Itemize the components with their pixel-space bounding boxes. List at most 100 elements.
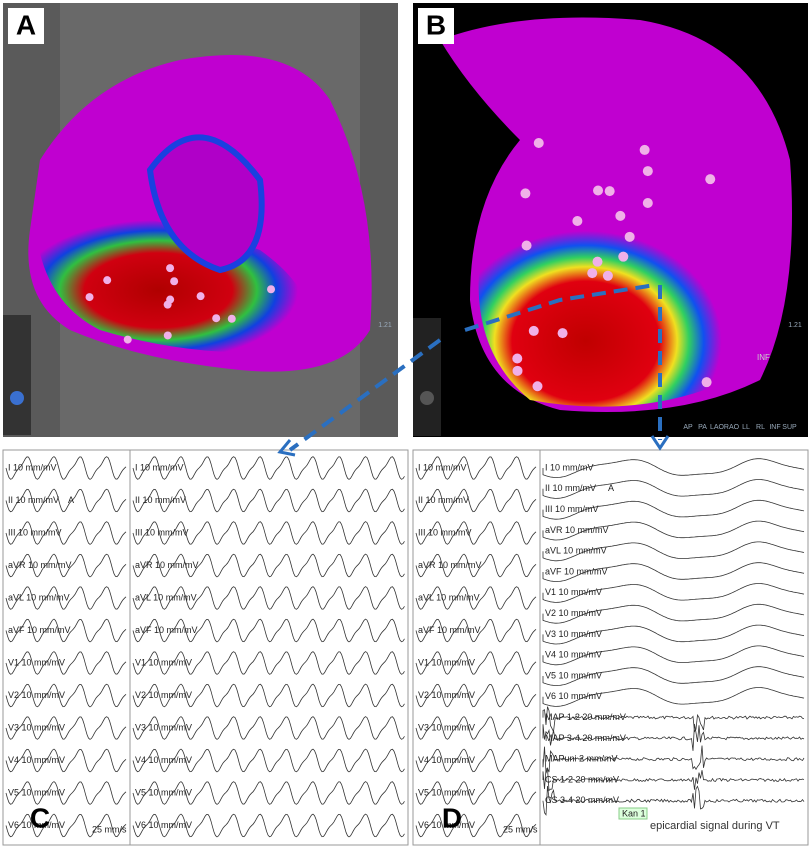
ecg-trace bbox=[542, 479, 805, 499]
view-button[interactable]: AP bbox=[683, 424, 693, 431]
label-box bbox=[8, 8, 44, 44]
view-button[interactable]: INF bbox=[769, 424, 780, 431]
map-point bbox=[166, 295, 175, 304]
map-point bbox=[85, 293, 94, 302]
lead-label: V5 10 mm/mV bbox=[8, 787, 65, 797]
ecg-trace bbox=[542, 706, 805, 734]
ecg-trace bbox=[415, 586, 537, 610]
ecg-trace bbox=[415, 456, 537, 480]
lead-label: V3 10 mm/mV bbox=[545, 629, 602, 639]
panel-a bbox=[3, 3, 398, 437]
map-point bbox=[642, 198, 653, 209]
panel-b bbox=[413, 3, 808, 437]
view-button[interactable]: RL bbox=[756, 424, 765, 431]
lead-label: I 10 mm/mV bbox=[545, 462, 594, 472]
marker: A bbox=[608, 483, 614, 493]
map-fold bbox=[146, 134, 265, 274]
map-point bbox=[624, 231, 635, 242]
ecg-trace bbox=[542, 541, 805, 562]
map-point bbox=[212, 314, 221, 323]
map-point bbox=[572, 216, 583, 227]
lead-label: V1 10 mm/mV bbox=[135, 657, 192, 667]
ecg-trace bbox=[415, 781, 537, 805]
lead-label: V5 10 mm/mV bbox=[418, 787, 475, 797]
view-button[interactable]: RAO bbox=[724, 424, 740, 431]
ecg-trace bbox=[542, 723, 805, 751]
ecg-trace bbox=[415, 553, 537, 578]
lead-label: aVL 10 mm/mV bbox=[418, 592, 480, 602]
ecg-trace bbox=[415, 488, 537, 513]
lead-label: CS 1-2 20 mm/mV bbox=[545, 774, 619, 784]
ecg-trace bbox=[542, 785, 805, 816]
ecg-trace bbox=[542, 624, 805, 645]
panel-d-frame bbox=[412, 449, 809, 846]
lead-label: V2 10 mm/mV bbox=[418, 690, 475, 700]
marker: A bbox=[68, 495, 74, 505]
ecg-trace bbox=[5, 618, 127, 643]
lead-label: III 10 mm/mV bbox=[545, 504, 599, 514]
ecg-trace bbox=[5, 748, 127, 773]
map-point bbox=[642, 166, 653, 177]
speed: 25 mm/s bbox=[503, 824, 538, 834]
arrow-head bbox=[650, 435, 670, 451]
map-point bbox=[521, 240, 532, 251]
view-button[interactable]: LAO bbox=[710, 424, 725, 431]
map-point bbox=[532, 381, 543, 392]
lead-label: aVR 10 mm/mV bbox=[545, 525, 609, 535]
ecg-trace bbox=[132, 813, 405, 838]
label-box bbox=[418, 8, 454, 44]
ecg-trace bbox=[415, 813, 537, 838]
play-button[interactable] bbox=[10, 391, 24, 405]
map-point bbox=[587, 268, 598, 279]
lead-label: aVR 10 mm/mV bbox=[8, 560, 72, 570]
map-point bbox=[557, 328, 568, 339]
panel-c-frame bbox=[2, 449, 409, 846]
ecg-trace bbox=[5, 488, 127, 513]
view-button[interactable]: SUP bbox=[782, 424, 797, 431]
ecg-trace bbox=[132, 651, 405, 675]
lead-label: aVF 10 mm/mV bbox=[545, 566, 608, 576]
ecg-trace bbox=[542, 687, 805, 707]
ecg-trace bbox=[415, 651, 537, 675]
map-point bbox=[163, 331, 172, 340]
ecg-trace bbox=[132, 553, 405, 578]
ecg-trace bbox=[415, 683, 537, 708]
map-point bbox=[604, 186, 615, 197]
lead-label: V3 10 mm/mV bbox=[8, 722, 65, 732]
lead-label: V4 10 mm/mV bbox=[545, 650, 602, 660]
ecg-trace bbox=[5, 781, 127, 805]
toolbar bbox=[413, 318, 441, 436]
lead-label: aVF 10 mm/mV bbox=[135, 625, 198, 635]
lead-label: III 10 mm/mV bbox=[135, 527, 189, 537]
map-point bbox=[701, 377, 712, 388]
map-point bbox=[123, 335, 132, 344]
lead-label: V6 10 mm/mV bbox=[8, 820, 65, 830]
lead-label: aVL 10 mm/mV bbox=[545, 546, 607, 556]
view-button[interactable]: LL bbox=[742, 424, 750, 431]
panel-label: A bbox=[16, 9, 36, 40]
play-button[interactable] bbox=[420, 391, 434, 405]
lead-label: V3 10 mm/mV bbox=[135, 722, 192, 732]
ecg-trace bbox=[5, 586, 127, 610]
dashed-arrow bbox=[464, 283, 662, 440]
panel-label: D bbox=[442, 802, 462, 833]
arrow-head bbox=[277, 439, 296, 457]
lead-label: aVR 10 mm/mV bbox=[135, 560, 199, 570]
map-point bbox=[170, 277, 179, 286]
lead-label: I 10 mm/mV bbox=[418, 462, 467, 472]
toolbar bbox=[3, 315, 31, 435]
lead-label: V6 10 mm/mV bbox=[135, 820, 192, 830]
map-point bbox=[512, 353, 523, 364]
ecg-trace bbox=[542, 768, 805, 792]
map-point bbox=[520, 188, 531, 199]
ecg-trace bbox=[542, 458, 805, 478]
ecg-trace bbox=[132, 618, 405, 643]
zoom-scale: 1.21 bbox=[788, 322, 802, 329]
tag-box bbox=[618, 807, 648, 820]
view-button[interactable]: PA bbox=[698, 424, 707, 431]
ecg-trace bbox=[542, 499, 805, 520]
map-point bbox=[618, 251, 629, 262]
map-point bbox=[166, 264, 175, 273]
